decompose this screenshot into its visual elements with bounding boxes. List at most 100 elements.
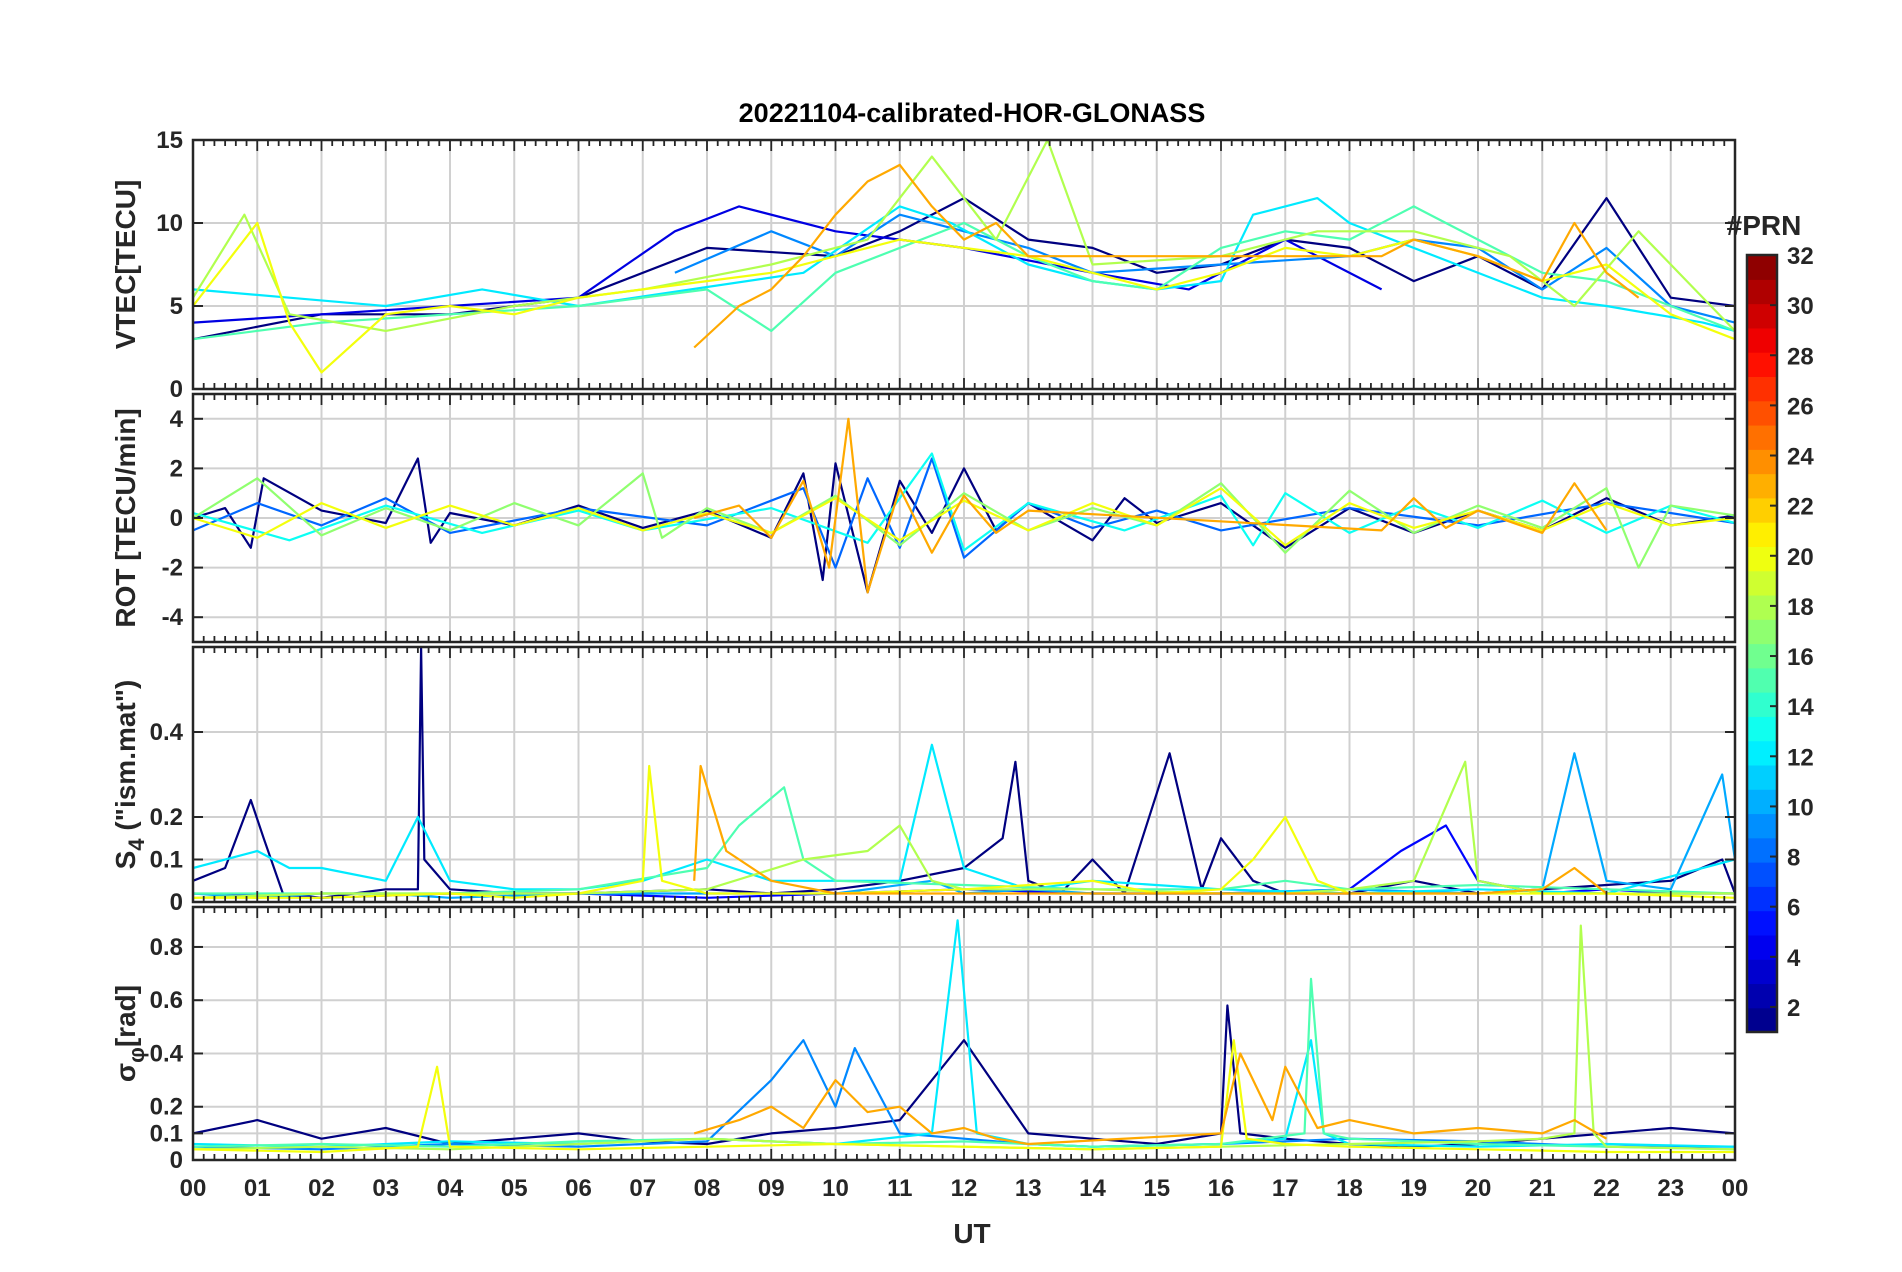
- y-tick-label: 0: [170, 889, 183, 916]
- chart-title: 20221104-calibrated-HOR-GLONASS: [739, 98, 1206, 128]
- colorbar-band: [1747, 352, 1777, 378]
- colorbar-band: [1747, 934, 1777, 960]
- y-axis-label-main: S: [110, 851, 141, 870]
- x-tick-label: 23: [1657, 1175, 1684, 1202]
- colorbar-tick-label: 4: [1787, 945, 1801, 972]
- colorbar-tick-label: 6: [1787, 895, 1800, 922]
- x-tick-label: 20: [1465, 1175, 1492, 1202]
- y-axis-label-rest: ("ism.mat"): [110, 680, 141, 839]
- series-prn-1: [193, 197, 1735, 341]
- x-tick-label: 03: [372, 1175, 399, 1202]
- colorbar-title: #PRN: [1727, 210, 1802, 241]
- y-tick-label: 0.1: [150, 847, 183, 874]
- y-axis-label-sigma: σφ[rad]: [110, 985, 149, 1082]
- y-tick-label: 0.1: [150, 1120, 183, 1147]
- colorbar-band: [1747, 910, 1777, 936]
- x-tick-label: 16: [1208, 1175, 1235, 1202]
- x-tick-label: 12: [951, 1175, 978, 1202]
- series-prn-18: [193, 760, 1735, 899]
- ticks-rot: [192, 394, 1736, 642]
- series-prn-23: [693, 417, 1608, 594]
- series-group-vtec: [193, 140, 1735, 374]
- series-prn-23: [693, 1052, 1608, 1146]
- x-tick-label: 01: [244, 1175, 271, 1202]
- colorbar-band: [1747, 255, 1777, 280]
- x-tick-label: 10: [822, 1175, 849, 1202]
- colorbar-band: [1747, 837, 1777, 863]
- x-tick-label: 18: [1336, 1175, 1363, 1202]
- y-tick-label: 0.2: [150, 804, 183, 831]
- y-tick-label: 0: [170, 505, 183, 532]
- x-tick-label: 22: [1593, 1175, 1620, 1202]
- x-tick-label: 07: [629, 1175, 656, 1202]
- series-prn-17: [193, 472, 1735, 569]
- y-tick-label: 5: [170, 293, 183, 320]
- panel-vtec: 0 5 10 15 VTEC[TECU]: [110, 127, 1737, 403]
- y-axis-label-main: σ: [110, 1063, 141, 1082]
- panel-sigma: 00.10.20.40.60.8σφ[rad]: [110, 905, 1737, 1174]
- colorbar-band: [1747, 570, 1777, 596]
- x-tick-label: 04: [437, 1175, 464, 1202]
- y-tick-label: 0.4: [150, 719, 184, 746]
- colorbar-tick-label: 22: [1787, 494, 1814, 521]
- colorbar-band: [1747, 813, 1777, 839]
- colorbar-band: [1747, 764, 1777, 790]
- x-tick-label: 00: [180, 1175, 207, 1202]
- colorbar-band: [1747, 789, 1777, 815]
- colorbar-band: [1747, 424, 1777, 450]
- panel-s4: 0 0.1 0.2 0.4 S4 ("ism.mat"): [110, 645, 1737, 916]
- y-tick-label: 10: [156, 210, 183, 237]
- x-tick-label: 00: [1722, 1175, 1749, 1202]
- colorbar-band: [1747, 716, 1777, 742]
- series-prn-4: [193, 205, 1383, 324]
- colorbar-tick-label: 8: [1787, 845, 1800, 872]
- colorbar-band: [1747, 376, 1777, 402]
- panel-rot: -4 -2 0 2 4 ROT [TECU/min]: [110, 392, 1737, 644]
- colorbar-band: [1747, 1007, 1777, 1033]
- colorbar-tick-label: 28: [1787, 343, 1814, 370]
- colorbar-band: [1747, 594, 1777, 620]
- colorbar-band: [1747, 303, 1777, 329]
- y-tick-label: -4: [162, 604, 184, 631]
- y-axis-label-subscript: 4: [124, 838, 149, 851]
- colorbar-tick-label: 32: [1787, 243, 1814, 270]
- y-axis-label-rest: [rad]: [110, 985, 141, 1047]
- colorbar-tick-label: 18: [1787, 594, 1814, 621]
- x-tick-label: 14: [1079, 1175, 1106, 1202]
- colorbar-tick-label: 24: [1787, 444, 1814, 471]
- x-tick-label: 05: [501, 1175, 528, 1202]
- y-tick-label: 2: [170, 455, 183, 482]
- colorbar-tick-label: 30: [1787, 293, 1814, 320]
- x-tick-label: 02: [308, 1175, 335, 1202]
- series-group-sigma: [193, 919, 1735, 1154]
- series-prn-8: [193, 457, 1735, 569]
- colorbar-band: [1747, 619, 1777, 645]
- x-tick-label: 21: [1529, 1175, 1556, 1202]
- colorbar-tick-label: 2: [1787, 995, 1800, 1022]
- x-tick-label: 08: [694, 1175, 721, 1202]
- ticks-vtec: [192, 139, 1736, 390]
- y-tick-label: 0.2: [150, 1094, 183, 1121]
- ticks-s4: [192, 647, 1736, 903]
- y-axis-label-vtec: VTEC[TECU]: [110, 180, 141, 350]
- colorbar-band: [1747, 667, 1777, 693]
- x-tick-label: 13: [1015, 1175, 1042, 1202]
- colorbar-band: [1747, 546, 1777, 572]
- y-tick-label: 0: [170, 376, 183, 403]
- series-prn-20: [193, 1039, 1735, 1154]
- x-tick-label: 17: [1272, 1175, 1299, 1202]
- x-tick-label: 15: [1143, 1175, 1170, 1202]
- x-tick-label: 06: [565, 1175, 592, 1202]
- series-group-rot: [193, 417, 1735, 594]
- colorbar-frame: [1745, 253, 1779, 1034]
- colorbar-band: [1747, 983, 1777, 1009]
- y-tick-label: -2: [162, 555, 183, 582]
- colorbar-tick-label: 12: [1787, 744, 1814, 771]
- colorbar-band: [1747, 449, 1777, 475]
- x-tick-label: 19: [1400, 1175, 1427, 1202]
- series-prn-23: [693, 764, 1608, 895]
- y-tick-label: 0.8: [150, 934, 183, 961]
